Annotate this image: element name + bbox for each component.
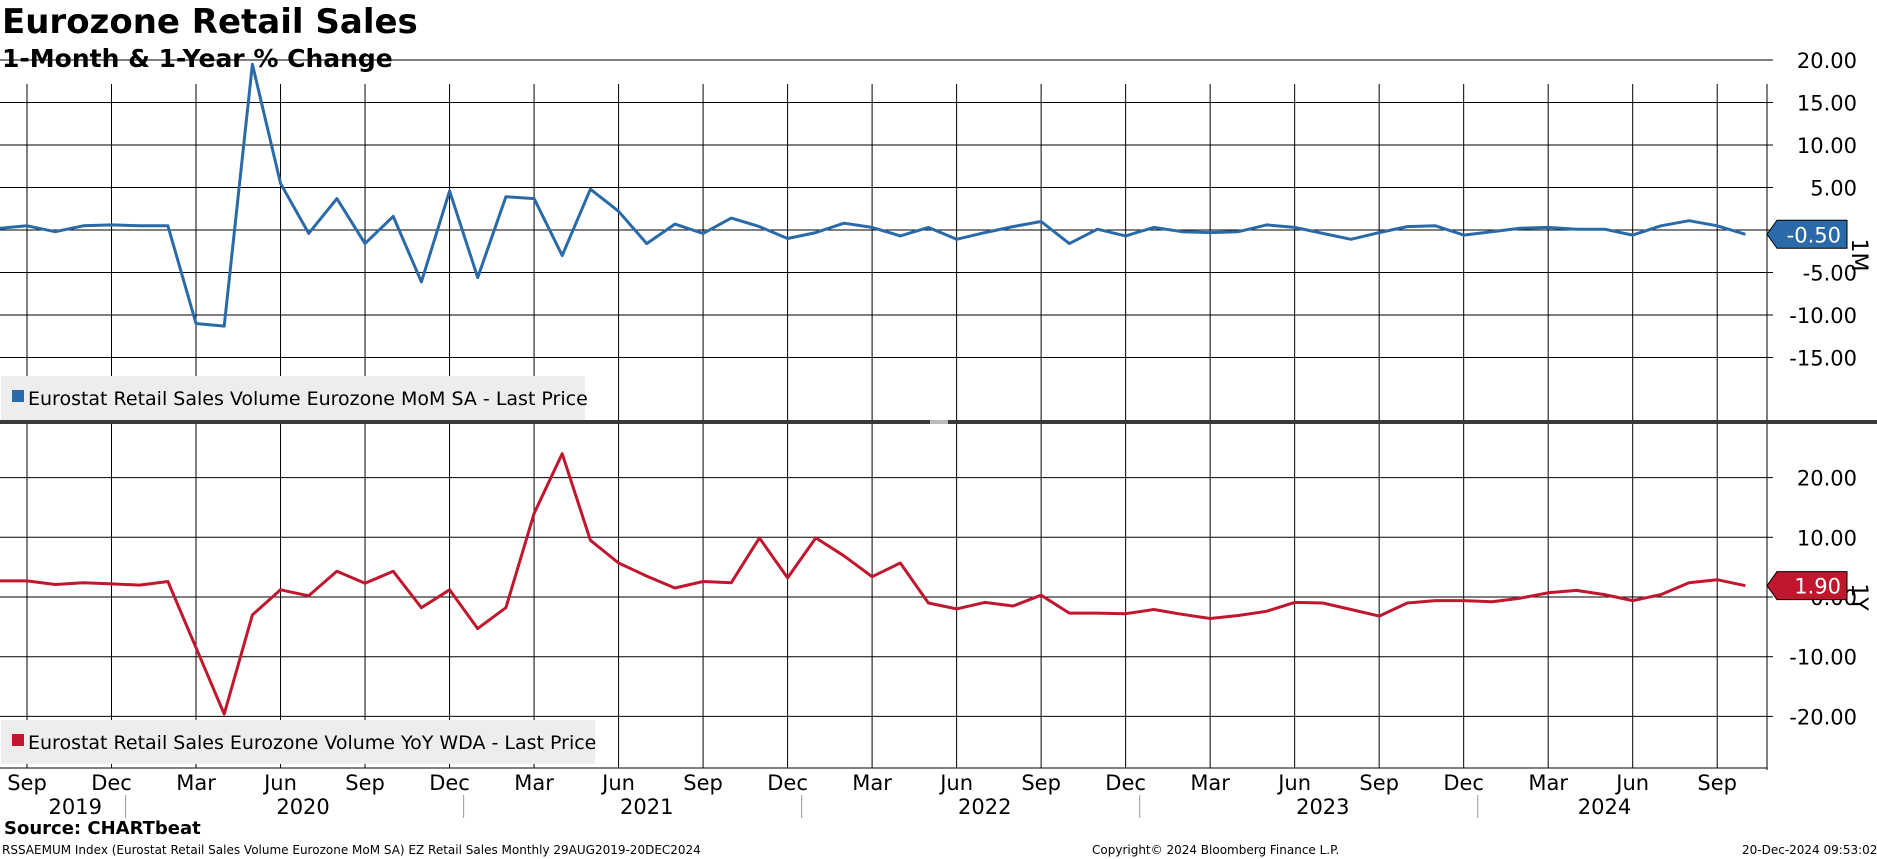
- x-month-label: Jun: [938, 771, 973, 795]
- last-value-label: -0.50: [1787, 223, 1841, 247]
- x-month-label: Jun: [1614, 771, 1649, 795]
- yoy-series-line: [0, 452, 1746, 716]
- source-label: Source: CHARTbeat: [4, 818, 201, 839]
- last-value-tag: [1766, 219, 1848, 249]
- y-tick-label: 5.00: [1810, 177, 1857, 201]
- x-month-label: Dec: [1443, 771, 1484, 795]
- chart-title: Eurozone Retail Sales: [2, 2, 418, 42]
- legend-label: Eurostat Retail Sales Volume Eurozone Mo…: [28, 388, 588, 410]
- y-tick-label: 20.00: [1797, 49, 1857, 73]
- mom-series-line: [0, 62, 1746, 328]
- x-month-label: Mar: [852, 771, 892, 795]
- x-year-label: 2020: [276, 795, 329, 819]
- axis-tag: 1Y: [1846, 583, 1871, 611]
- x-year-label: 2022: [958, 795, 1011, 819]
- x-month-label: Dec: [767, 771, 808, 795]
- footer-copyright: Copyright© 2024 Bloomberg Finance L.P.: [1092, 843, 1340, 857]
- footer-info: RSSAEMUM Index (Eurostat Retail Sales Vo…: [2, 843, 701, 857]
- x-year-label: 2023: [1296, 795, 1349, 819]
- last-value-label: 1.90: [1794, 575, 1841, 599]
- x-month-label: Jun: [600, 771, 635, 795]
- x-month-label: Mar: [514, 771, 554, 795]
- axis-tag: 1M: [1846, 239, 1871, 272]
- footer-timestamp: 20-Dec-2024 09:53:02: [1742, 843, 1877, 857]
- legend-box: [1, 376, 585, 420]
- x-month-label: Dec: [91, 771, 132, 795]
- x-year-label: 2024: [1578, 795, 1631, 819]
- x-month-label: Sep: [683, 771, 723, 795]
- y-tick-label: 10.00: [1797, 526, 1857, 550]
- x-month-label: Sep: [1021, 771, 1061, 795]
- y-tick-label: -5.00: [1803, 262, 1857, 286]
- y-tick-label: -10.00: [1789, 304, 1857, 328]
- x-month-label: Mar: [1528, 771, 1568, 795]
- x-month-label: Mar: [176, 771, 216, 795]
- y-tick-label: 20.00: [1797, 467, 1857, 491]
- y-tick-label: 10.00: [1797, 134, 1857, 158]
- y-tick-label: -10.00: [1789, 646, 1857, 670]
- x-month-label: Sep: [345, 771, 385, 795]
- x-year-label: 2019: [49, 795, 102, 819]
- legend-swatch: [12, 390, 24, 402]
- x-month-label: Dec: [1105, 771, 1146, 795]
- y-tick-label: 15.00: [1797, 92, 1857, 116]
- y-tick-label: -15.00: [1789, 347, 1857, 371]
- x-month-label: Jun: [1276, 771, 1311, 795]
- legend-swatch: [12, 734, 24, 746]
- x-month-label: Sep: [7, 771, 47, 795]
- x-month-label: Jun: [262, 771, 297, 795]
- x-month-label: Sep: [1359, 771, 1399, 795]
- legend-box: [1, 720, 595, 764]
- last-value-tag: [1766, 571, 1848, 601]
- x-month-label: Sep: [1697, 771, 1737, 795]
- chart-subtitle: 1-Month & 1-Year % Change: [2, 44, 393, 73]
- legend-label: Eurostat Retail Sales Eurozone Volume Yo…: [28, 732, 596, 754]
- divider-handle: [930, 420, 948, 424]
- x-month-label: Dec: [429, 771, 470, 795]
- x-month-label: Mar: [1190, 771, 1230, 795]
- y-tick-label: -20.00: [1789, 705, 1857, 729]
- x-year-label: 2021: [620, 795, 673, 819]
